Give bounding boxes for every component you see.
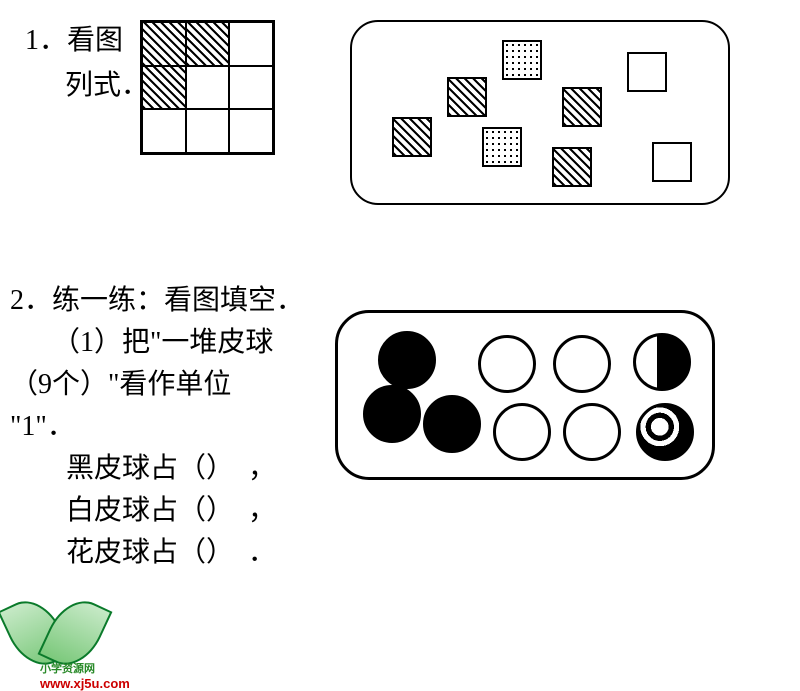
ball-black xyxy=(378,331,436,389)
q2-line: 2．练一练：看图填空． xyxy=(10,280,304,322)
q2-text-block: 2．练一练：看图填空． （1）把"一堆皮球（9个）"看作单位"1"． 黑皮球占（… xyxy=(10,280,304,574)
grid-cell xyxy=(229,66,273,110)
scatter-square-diag xyxy=(447,77,487,117)
scatter-square-dot xyxy=(482,127,522,167)
q1-grid-3x3 xyxy=(140,20,275,155)
grid-cell xyxy=(142,66,186,110)
grid-cell xyxy=(229,109,273,153)
q1-text-line2: 列式． xyxy=(65,65,149,107)
q2-line: 花皮球占（） ． xyxy=(10,532,304,574)
q2-line: （9个）"看作单位 xyxy=(10,364,304,406)
grid-cell xyxy=(186,66,230,110)
grid-cell xyxy=(186,22,230,66)
ball-black xyxy=(363,385,421,443)
scatter-square-plain xyxy=(652,142,692,182)
q2-line: 白皮球占（） ， xyxy=(10,490,304,532)
ball-black xyxy=(423,395,481,453)
scatter-square-diag xyxy=(562,87,602,127)
scatter-square-diag xyxy=(392,117,432,157)
ball-white xyxy=(478,335,536,393)
q2-line: 黑皮球占（） ， xyxy=(10,448,304,490)
grid-cell xyxy=(229,22,273,66)
scatter-square-plain xyxy=(627,52,667,92)
ball-white xyxy=(563,403,621,461)
scatter-square-dot xyxy=(502,40,542,80)
q2-balls-container xyxy=(335,310,715,480)
q1-scatter-container xyxy=(350,20,730,205)
q2-line: （1）把"一堆皮球 xyxy=(10,322,304,364)
q2-line: "1"． xyxy=(10,406,304,448)
grid-cell xyxy=(142,22,186,66)
watermark-small: 小学资源网 xyxy=(40,663,95,675)
watermark-text: 小学资源网 www.xj5u.com xyxy=(40,660,130,691)
scatter-square-diag xyxy=(552,147,592,187)
ball-half xyxy=(633,333,691,391)
watermark-url: www.xj5u.com xyxy=(40,676,130,691)
ball-flower xyxy=(636,403,694,461)
grid-cell xyxy=(186,109,230,153)
ball-white xyxy=(553,335,611,393)
grid-cell xyxy=(142,109,186,153)
q1-text-line1: 1．看图 xyxy=(25,20,123,62)
ball-white xyxy=(493,403,551,461)
